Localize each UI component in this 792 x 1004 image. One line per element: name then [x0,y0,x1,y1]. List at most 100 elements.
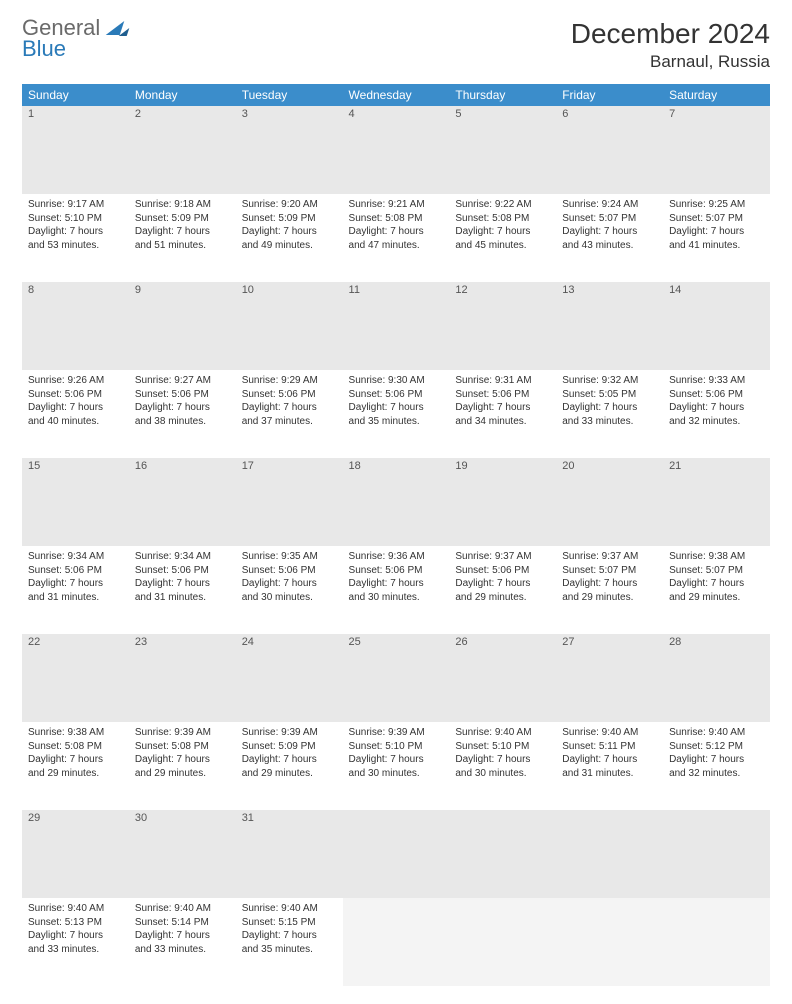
sunset-text: Sunset: 5:06 PM [349,564,444,578]
daylight-text: Daylight: 7 hours [242,225,337,239]
daylight-text: Daylight: 7 hours [242,753,337,767]
day-number: 6 [556,106,663,124]
sunset-text: Sunset: 5:06 PM [242,388,337,402]
daylight-text: and 33 minutes. [28,943,123,957]
day-number: 28 [663,634,770,652]
daylight-text: and 29 minutes. [28,767,123,781]
sunrise-text: Sunrise: 9:40 AM [669,726,764,740]
daylight-text: Daylight: 7 hours [349,753,444,767]
day-cell: Sunrise: 9:32 AMSunset: 5:05 PMDaylight:… [556,370,663,440]
empty-day-number [343,810,450,898]
daylight-text: Daylight: 7 hours [28,577,123,591]
daylight-text: Daylight: 7 hours [455,753,550,767]
empty-day-cell [663,898,770,986]
daylight-text: and 30 minutes. [349,767,444,781]
sunset-text: Sunset: 5:08 PM [28,740,123,754]
sunrise-text: Sunrise: 9:26 AM [28,374,123,388]
daylight-text: and 35 minutes. [349,415,444,429]
sunset-text: Sunset: 5:13 PM [28,916,123,930]
daylight-text: and 32 minutes. [669,767,764,781]
daylight-text: Daylight: 7 hours [455,225,550,239]
calendar-table: SundayMondayTuesdayWednesdayThursdayFrid… [22,84,770,986]
daylight-text: and 33 minutes. [562,415,657,429]
sunset-text: Sunset: 5:06 PM [135,388,230,402]
sunset-text: Sunset: 5:10 PM [455,740,550,754]
weekday-header: Wednesday [343,84,450,106]
daylight-text: and 29 minutes. [669,591,764,605]
daylight-text: Daylight: 7 hours [242,929,337,943]
sunrise-text: Sunrise: 9:39 AM [242,726,337,740]
sunrise-text: Sunrise: 9:38 AM [28,726,123,740]
daylight-text: Daylight: 7 hours [349,401,444,415]
sunrise-text: Sunrise: 9:40 AM [242,902,337,916]
daylight-text: and 35 minutes. [242,943,337,957]
day-cell: Sunrise: 9:24 AMSunset: 5:07 PMDaylight:… [556,194,663,264]
day-cell: Sunrise: 9:37 AMSunset: 5:07 PMDaylight:… [556,546,663,616]
sunrise-text: Sunrise: 9:17 AM [28,198,123,212]
day-cell: Sunrise: 9:25 AMSunset: 5:07 PMDaylight:… [663,194,770,264]
empty-day-number [449,810,556,898]
day-cell: Sunrise: 9:34 AMSunset: 5:06 PMDaylight:… [129,546,236,616]
day-cell: Sunrise: 9:18 AMSunset: 5:09 PMDaylight:… [129,194,236,264]
daylight-text: and 30 minutes. [455,767,550,781]
daylight-text: Daylight: 7 hours [562,225,657,239]
sunrise-text: Sunrise: 9:20 AM [242,198,337,212]
sunset-text: Sunset: 5:06 PM [28,388,123,402]
sunrise-text: Sunrise: 9:40 AM [455,726,550,740]
empty-day-cell [556,898,663,986]
day-number: 3 [236,106,343,124]
day-cell: Sunrise: 9:26 AMSunset: 5:06 PMDaylight:… [22,370,129,440]
header: General Blue December 2024 Barnaul, Russ… [22,18,770,72]
daylight-text: and 30 minutes. [349,591,444,605]
sunrise-text: Sunrise: 9:33 AM [669,374,764,388]
sunrise-text: Sunrise: 9:30 AM [349,374,444,388]
daylight-text: Daylight: 7 hours [135,577,230,591]
day-number: 12 [449,282,556,300]
day-cell: Sunrise: 9:39 AMSunset: 5:09 PMDaylight:… [236,722,343,792]
daylight-text: Daylight: 7 hours [135,929,230,943]
sunrise-text: Sunrise: 9:38 AM [669,550,764,564]
day-cell: Sunrise: 9:35 AMSunset: 5:06 PMDaylight:… [236,546,343,616]
sunset-text: Sunset: 5:10 PM [28,212,123,226]
day-number: 8 [22,282,129,300]
day-number-row: 15161718192021 [22,458,770,546]
sunset-text: Sunset: 5:09 PM [135,212,230,226]
daylight-text: and 33 minutes. [135,943,230,957]
day-number: 1 [22,106,129,124]
daylight-text: Daylight: 7 hours [455,577,550,591]
day-number: 14 [663,282,770,300]
day-number: 7 [663,106,770,124]
daylight-text: Daylight: 7 hours [28,929,123,943]
sunset-text: Sunset: 5:09 PM [242,740,337,754]
sunset-text: Sunset: 5:07 PM [562,564,657,578]
logo-triangle-small-icon [119,28,130,36]
day-cell: Sunrise: 9:36 AMSunset: 5:06 PMDaylight:… [343,546,450,616]
sunrise-text: Sunrise: 9:37 AM [562,550,657,564]
daylight-text: Daylight: 7 hours [28,401,123,415]
sunrise-text: Sunrise: 9:21 AM [349,198,444,212]
day-number: 31 [236,810,343,828]
day-number: 10 [236,282,343,300]
sunset-text: Sunset: 5:06 PM [28,564,123,578]
sunset-text: Sunset: 5:10 PM [349,740,444,754]
daylight-text: and 38 minutes. [135,415,230,429]
daylight-text: Daylight: 7 hours [28,753,123,767]
sunrise-text: Sunrise: 9:34 AM [28,550,123,564]
sunset-text: Sunset: 5:14 PM [135,916,230,930]
day-cell: Sunrise: 9:40 AMSunset: 5:15 PMDaylight:… [236,898,343,968]
empty-day-number [663,810,770,898]
weekday-header: Saturday [663,84,770,106]
sunset-text: Sunset: 5:11 PM [562,740,657,754]
sunrise-text: Sunrise: 9:34 AM [135,550,230,564]
daylight-text: and 49 minutes. [242,239,337,253]
day-number: 17 [236,458,343,476]
sunset-text: Sunset: 5:07 PM [669,564,764,578]
sunrise-text: Sunrise: 9:22 AM [455,198,550,212]
daylight-text: and 53 minutes. [28,239,123,253]
sunset-text: Sunset: 5:08 PM [455,212,550,226]
day-number: 15 [22,458,129,476]
day-number: 20 [556,458,663,476]
day-content-row: Sunrise: 9:40 AMSunset: 5:13 PMDaylight:… [22,898,770,986]
day-cell: Sunrise: 9:22 AMSunset: 5:08 PMDaylight:… [449,194,556,264]
sunrise-text: Sunrise: 9:35 AM [242,550,337,564]
